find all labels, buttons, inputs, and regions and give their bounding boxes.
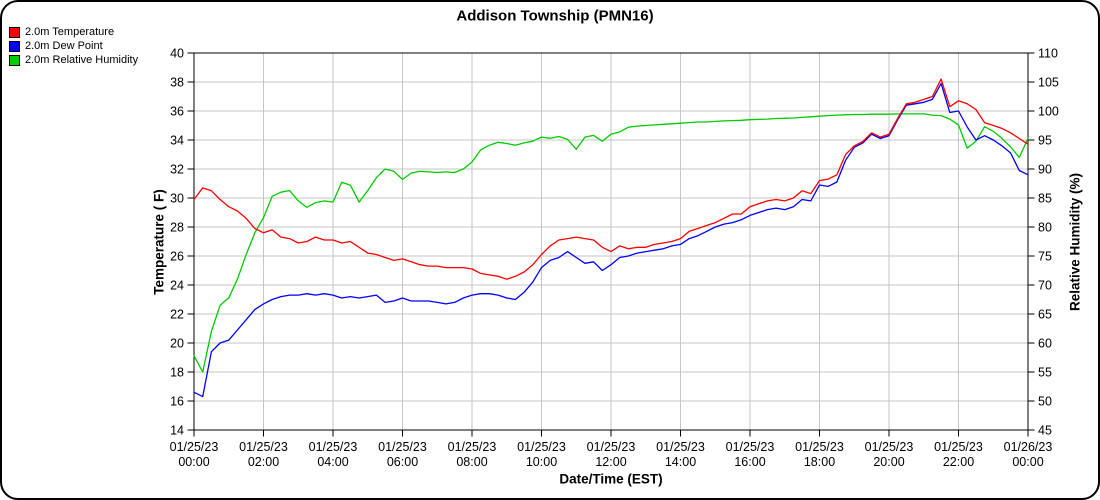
x-tick-time: 10:00 xyxy=(526,455,557,469)
x-tick-time: 20:00 xyxy=(873,455,904,469)
left-tick-label: 26 xyxy=(170,250,184,264)
series-line-2-0m-dew-point xyxy=(193,82,1029,398)
x-tick-date: 01/25/23 xyxy=(517,440,566,454)
right-tick-label: 70 xyxy=(1038,279,1052,293)
right-tick-label: 60 xyxy=(1038,337,1052,351)
x-tick-time: 22:00 xyxy=(943,455,974,469)
x-tick-date: 01/25/23 xyxy=(170,440,219,454)
x-tick-date: 01/25/23 xyxy=(587,440,636,454)
legend-swatch-icon xyxy=(9,26,20,38)
left-tick-label: 22 xyxy=(170,308,184,322)
left-axis-title: Temperature ( F) xyxy=(151,189,167,295)
right-tick-label: 55 xyxy=(1038,366,1052,380)
left-tick-label: 40 xyxy=(170,47,184,61)
x-tick-time: 02:00 xyxy=(248,455,279,469)
x-tick-time: 00:00 xyxy=(1012,455,1043,469)
x-tick-time: 06:00 xyxy=(387,455,418,469)
right-tick-label: 80 xyxy=(1038,221,1052,235)
legend-item: 2.0m Dew Point xyxy=(9,39,138,53)
right-tick-label: 95 xyxy=(1038,134,1052,148)
legend-item: 2.0m Temperature xyxy=(9,25,138,39)
x-tick-time: 16:00 xyxy=(734,455,765,469)
legend-swatch-icon xyxy=(9,54,20,66)
right-axis-title: Relative Humidity (%) xyxy=(1067,172,1083,312)
right-tick-label: 85 xyxy=(1038,192,1052,206)
x-tick-date: 01/25/23 xyxy=(726,440,775,454)
x-tick-time: 18:00 xyxy=(804,455,835,469)
right-tick-label: 90 xyxy=(1038,163,1052,177)
x-tick-date: 01/26/23 xyxy=(1004,440,1053,454)
series-line-2-0m-temperature xyxy=(193,78,1029,280)
left-tick-label: 34 xyxy=(170,134,184,148)
left-tick-label: 16 xyxy=(170,395,184,409)
right-tick-label: 100 xyxy=(1038,105,1059,119)
right-tick-label: 50 xyxy=(1038,395,1052,409)
x-tick-date: 01/25/23 xyxy=(934,440,983,454)
series-line-2-0m-relative-humidity xyxy=(193,113,1029,373)
right-tick-label: 105 xyxy=(1038,76,1059,90)
legend-label: 2.0m Dew Point xyxy=(25,40,103,52)
left-tick-label: 18 xyxy=(170,366,184,380)
x-tick-date: 01/25/23 xyxy=(795,440,844,454)
legend-label: 2.0m Temperature xyxy=(25,26,115,38)
x-tick-date: 01/25/23 xyxy=(656,440,705,454)
left-tick-label: 30 xyxy=(170,192,184,206)
legend: 2.0m Temperature 2.0m Dew Point 2.0m Relat… xyxy=(9,25,138,67)
left-tick-label: 14 xyxy=(170,424,184,438)
x-tick-time: 08:00 xyxy=(456,455,487,469)
right-tick-label: 45 xyxy=(1038,424,1052,438)
right-tick-label: 65 xyxy=(1038,308,1052,322)
left-tick-label: 36 xyxy=(170,105,184,119)
right-tick-label: 110 xyxy=(1038,47,1058,61)
x-axis-title: Date/Time (EST) xyxy=(559,471,663,487)
right-tick-label: 75 xyxy=(1038,250,1052,264)
left-tick-label: 38 xyxy=(170,76,184,90)
x-tick-time: 12:00 xyxy=(595,455,626,469)
x-tick-date: 01/25/23 xyxy=(309,440,358,454)
x-tick-date: 01/25/23 xyxy=(239,440,288,454)
left-tick-label: 28 xyxy=(170,221,184,235)
x-tick-date: 01/25/23 xyxy=(865,440,914,454)
x-tick-date: 01/25/23 xyxy=(378,440,427,454)
left-tick-label: 32 xyxy=(170,163,184,177)
x-tick-time: 00:00 xyxy=(178,455,209,469)
x-tick-time: 14:00 xyxy=(665,455,696,469)
legend-item: 2.0m Relative Humidity xyxy=(9,53,138,67)
x-tick-time: 04:00 xyxy=(317,455,348,469)
x-tick-date: 01/25/23 xyxy=(448,440,497,454)
legend-swatch-icon xyxy=(9,40,20,52)
legend-label: 2.0m Relative Humidity xyxy=(25,54,139,66)
left-tick-label: 24 xyxy=(170,279,184,293)
chart-title: Addison Township (PMN16) xyxy=(456,7,654,25)
left-tick-label: 20 xyxy=(170,337,184,351)
